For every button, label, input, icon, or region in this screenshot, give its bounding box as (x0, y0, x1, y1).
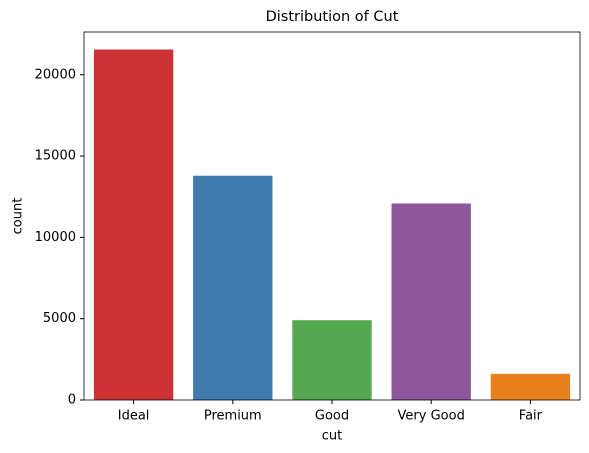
x-tick-label: Premium (204, 409, 262, 424)
y-tick-label: 20000 (35, 67, 76, 82)
x-tick-label: Very Good (398, 409, 465, 424)
x-tick-label: Good (315, 409, 349, 424)
x-tick-label: Fair (519, 409, 543, 424)
bar (490, 373, 571, 400)
plot-frame (83, 31, 581, 401)
y-tick-label: 15000 (35, 149, 76, 164)
y-tick-label: 5000 (43, 311, 76, 326)
y-tick-label: 10000 (35, 230, 76, 245)
bar (391, 203, 471, 400)
bar (93, 49, 174, 400)
bar (292, 320, 372, 400)
y-axis-label: count (11, 198, 26, 235)
y-tick-label: 0 (68, 393, 76, 408)
x-axis-label: cut (322, 429, 342, 444)
chart-title: Distribution of Cut (266, 9, 399, 25)
x-tick-label: Ideal (118, 409, 150, 424)
bar (193, 175, 273, 400)
